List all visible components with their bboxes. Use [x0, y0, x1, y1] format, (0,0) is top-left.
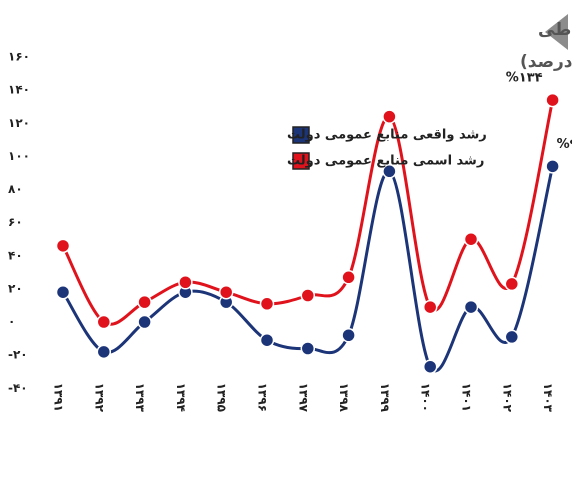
legend-swatch: [292, 152, 310, 170]
legend-label: رشد اسمی منابع عمومی دولت: [287, 154, 484, 169]
x-tick-label: ۱۳۹۵: [215, 383, 229, 412]
data-point: [382, 109, 397, 124]
value-label: %۹۴: [557, 137, 572, 152]
data-point: [218, 284, 234, 300]
series-line: [61, 165, 555, 373]
x-tick-label: ۱۳۹۷: [296, 383, 310, 413]
x-tick-label: ۱۳۹۳: [133, 383, 147, 413]
x-tick-label: ۱۳۹۱: [52, 383, 66, 412]
data-point: [545, 159, 560, 174]
data-point: [504, 276, 520, 292]
data-point: [178, 275, 193, 290]
data-point: [55, 238, 71, 254]
data-point: [382, 164, 397, 179]
x-tick-label: ۱۴۰۳: [541, 383, 555, 413]
chart-title: روند رشد منابع عمومی دولت بر اساس قانون …: [538, 20, 572, 40]
value-label: %۱۳۴: [506, 71, 543, 86]
data-point: [300, 288, 316, 303]
data-point: [341, 270, 356, 285]
data-point: [422, 299, 438, 315]
x-tick-label: ۱۳۹۸: [337, 383, 351, 413]
data-point: [545, 92, 560, 108]
x-tick-label: ۱۳۹۴: [174, 383, 188, 412]
y-tick-label: ۶۰: [8, 215, 23, 229]
y-tick-label: ۱۲۰: [8, 116, 30, 130]
y-tick-label: ۴۰: [8, 248, 23, 262]
x-tick-label: ۱۳۹۶: [256, 383, 270, 412]
data-point: [504, 329, 520, 345]
y-tick-label: ۱۶۰: [8, 50, 30, 64]
y-tick-label: ۰: [8, 315, 15, 329]
data-point: [96, 314, 112, 330]
data-point: [300, 341, 316, 356]
x-tick-label: ۱۴۰۲: [500, 383, 514, 413]
y-tick-label: -۲۰: [8, 348, 28, 362]
data-point: [422, 359, 438, 374]
x-tick-label: ۱۳۹۲: [92, 383, 106, 413]
x-tick-label: ۱۳۹۹: [378, 383, 392, 413]
data-point: [259, 332, 275, 348]
y-tick-label: ۲۰: [8, 281, 23, 295]
y-tick-label: ۱۰۰: [8, 149, 30, 163]
legend-label: رشد واقعی منابع عمومی دولت: [287, 128, 487, 143]
y-tick-label: ۱۴۰: [8, 83, 30, 97]
data-point: [137, 314, 152, 330]
chart-title: سال‌های ۱۳۹۱ تا ۱۴۰۳ و لایحه بودجه ۱۴۰۴ …: [520, 52, 572, 72]
legend-swatch: [292, 126, 310, 144]
data-point: [463, 299, 479, 315]
y-tick-label: ۸۰: [8, 182, 23, 196]
y-tick-label: -۴۰: [8, 381, 28, 395]
data-point: [137, 294, 152, 310]
x-tick-label: ۱۴۰۰: [419, 383, 433, 412]
data-point: [259, 296, 275, 312]
data-point: [341, 328, 356, 343]
title-marker: [545, 14, 568, 50]
data-point: [55, 284, 71, 300]
data-point: [96, 344, 112, 360]
x-tick-label: ۱۴۰۱: [460, 383, 474, 412]
data-point: [463, 231, 479, 247]
